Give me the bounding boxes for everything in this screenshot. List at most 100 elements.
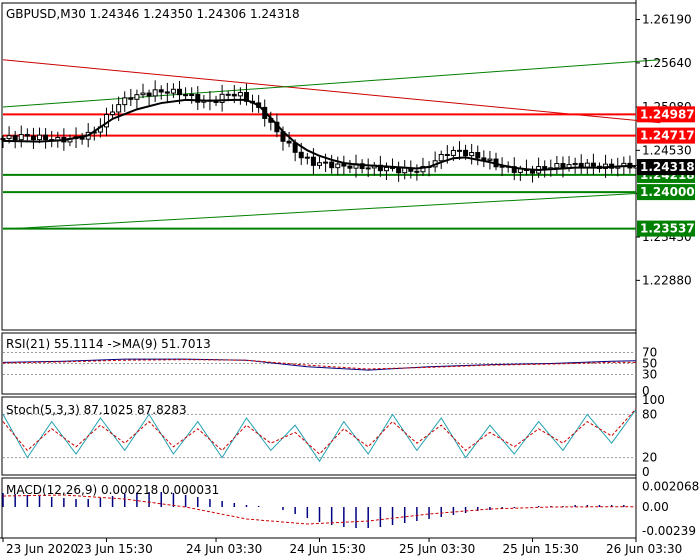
candle-body bbox=[219, 93, 225, 103]
candle-body bbox=[420, 166, 426, 173]
candle-body bbox=[530, 170, 536, 174]
candle-body bbox=[146, 92, 152, 97]
candle-body bbox=[554, 163, 560, 169]
candle-body bbox=[286, 140, 292, 144]
candle-body bbox=[128, 97, 134, 100]
candle-body bbox=[584, 162, 590, 168]
candle-body bbox=[243, 91, 249, 102]
candle-body bbox=[444, 153, 450, 156]
candle-body bbox=[329, 161, 335, 169]
macd-header: MACD(12,26,9) 0.000218 0.000031 bbox=[6, 483, 219, 497]
level-tag-bg bbox=[637, 106, 695, 123]
candle-body bbox=[383, 166, 389, 172]
symbol-header: GBPUSD,M30 1.24346 1.24350 1.24306 1.243… bbox=[6, 7, 300, 21]
rsi-header: RSI(21) 55.1114 ->MA(9) 51.7013 bbox=[6, 337, 211, 351]
rsi-tick-label: 30 bbox=[642, 368, 657, 382]
candle-body bbox=[347, 165, 353, 169]
candle-body bbox=[237, 91, 243, 97]
candle-body bbox=[110, 111, 116, 116]
candle-body bbox=[310, 156, 316, 166]
candle-body bbox=[158, 89, 164, 93]
candle-body bbox=[578, 162, 584, 168]
moving-average-line bbox=[2, 98, 636, 172]
candle-body bbox=[24, 134, 30, 137]
current-price-label: 1.24318 bbox=[640, 160, 695, 174]
candle-body bbox=[152, 89, 158, 97]
level-tag-bg bbox=[637, 127, 695, 144]
panes bbox=[0, 0, 637, 540]
candle-body bbox=[231, 93, 237, 97]
stoch-header: Stoch(5,3,3) 87.1025 87.8283 bbox=[6, 403, 187, 417]
candle-body bbox=[487, 158, 493, 161]
candle-body bbox=[177, 88, 183, 96]
candle-body bbox=[335, 163, 341, 169]
macd-signal-line bbox=[2, 494, 636, 525]
candle-body bbox=[365, 167, 371, 170]
candle-body bbox=[37, 134, 43, 141]
candle-body bbox=[164, 91, 170, 94]
candle-body bbox=[298, 151, 304, 159]
level-tag-label: 1.24000 bbox=[640, 185, 695, 199]
candle-body bbox=[414, 170, 420, 173]
level-tag-label: 1.24717 bbox=[640, 129, 695, 143]
level-tag-label: 1.24987 bbox=[640, 107, 695, 121]
price-tick-label: 1.24530 bbox=[642, 143, 692, 157]
candle-body bbox=[30, 135, 36, 141]
price-tick-label: 1.25640 bbox=[642, 56, 692, 70]
time-label: 24 Jun 03:30 bbox=[186, 542, 262, 556]
candle-body bbox=[450, 149, 456, 156]
stoch-tick-label: 80 bbox=[642, 407, 657, 421]
stoch-signal-line bbox=[2, 408, 637, 455]
time-label: 25 Jun 03:30 bbox=[399, 542, 475, 556]
level-tag-label: 1.23537 bbox=[640, 222, 695, 236]
trend-line bbox=[2, 191, 661, 230]
time-label: 24 Jun 15:30 bbox=[290, 542, 366, 556]
candle-body bbox=[183, 94, 189, 97]
candle-body bbox=[170, 88, 176, 94]
candle-body bbox=[463, 149, 469, 157]
rsi-main-line bbox=[2, 358, 637, 371]
candle-body bbox=[590, 162, 596, 167]
level-tag-bg bbox=[637, 220, 695, 237]
candle-body bbox=[341, 163, 347, 167]
candle-body bbox=[396, 167, 402, 174]
candle-body bbox=[511, 166, 517, 173]
candle-body bbox=[6, 135, 12, 140]
time-label: 23 Jun 15:30 bbox=[76, 542, 152, 556]
rsi-signal-line bbox=[2, 359, 636, 370]
candle-body bbox=[116, 104, 122, 113]
pane-frame-2 bbox=[1, 396, 637, 476]
rsi-tick-label: 0 bbox=[642, 384, 650, 398]
candle-body bbox=[304, 156, 310, 159]
trend-line bbox=[2, 59, 661, 108]
time-label: 25 Jun 15:30 bbox=[503, 542, 579, 556]
stoch-main-line bbox=[2, 409, 637, 463]
time-label: 23 Jun 2020 bbox=[6, 542, 78, 556]
candle-body bbox=[140, 92, 146, 96]
plot-area bbox=[0, 59, 661, 528]
candle-body bbox=[317, 162, 322, 166]
candle-body bbox=[12, 135, 18, 141]
candle-body bbox=[456, 149, 462, 152]
candle-body bbox=[18, 134, 24, 141]
macd-tick-label: 0.00 bbox=[642, 500, 669, 514]
level-tag-bg bbox=[637, 184, 695, 201]
candle-body bbox=[438, 153, 444, 162]
candle-body bbox=[475, 152, 481, 159]
candle-body bbox=[0, 138, 6, 141]
candle-body bbox=[323, 161, 329, 164]
rsi-tick-label: 50 bbox=[642, 357, 657, 371]
candle-body bbox=[43, 134, 49, 141]
trend-line bbox=[2, 59, 661, 124]
candle-body bbox=[572, 162, 578, 166]
candle-body bbox=[122, 97, 128, 106]
price-tick-label: 1.26190 bbox=[642, 13, 692, 27]
candle-body bbox=[469, 152, 475, 157]
candle-body bbox=[359, 163, 365, 169]
candle-body bbox=[189, 94, 195, 97]
candle-body bbox=[195, 94, 201, 103]
candle-body bbox=[134, 94, 140, 100]
price-tick-label: 1.22880 bbox=[642, 273, 692, 287]
rsi-tick-label: 70 bbox=[642, 346, 657, 360]
